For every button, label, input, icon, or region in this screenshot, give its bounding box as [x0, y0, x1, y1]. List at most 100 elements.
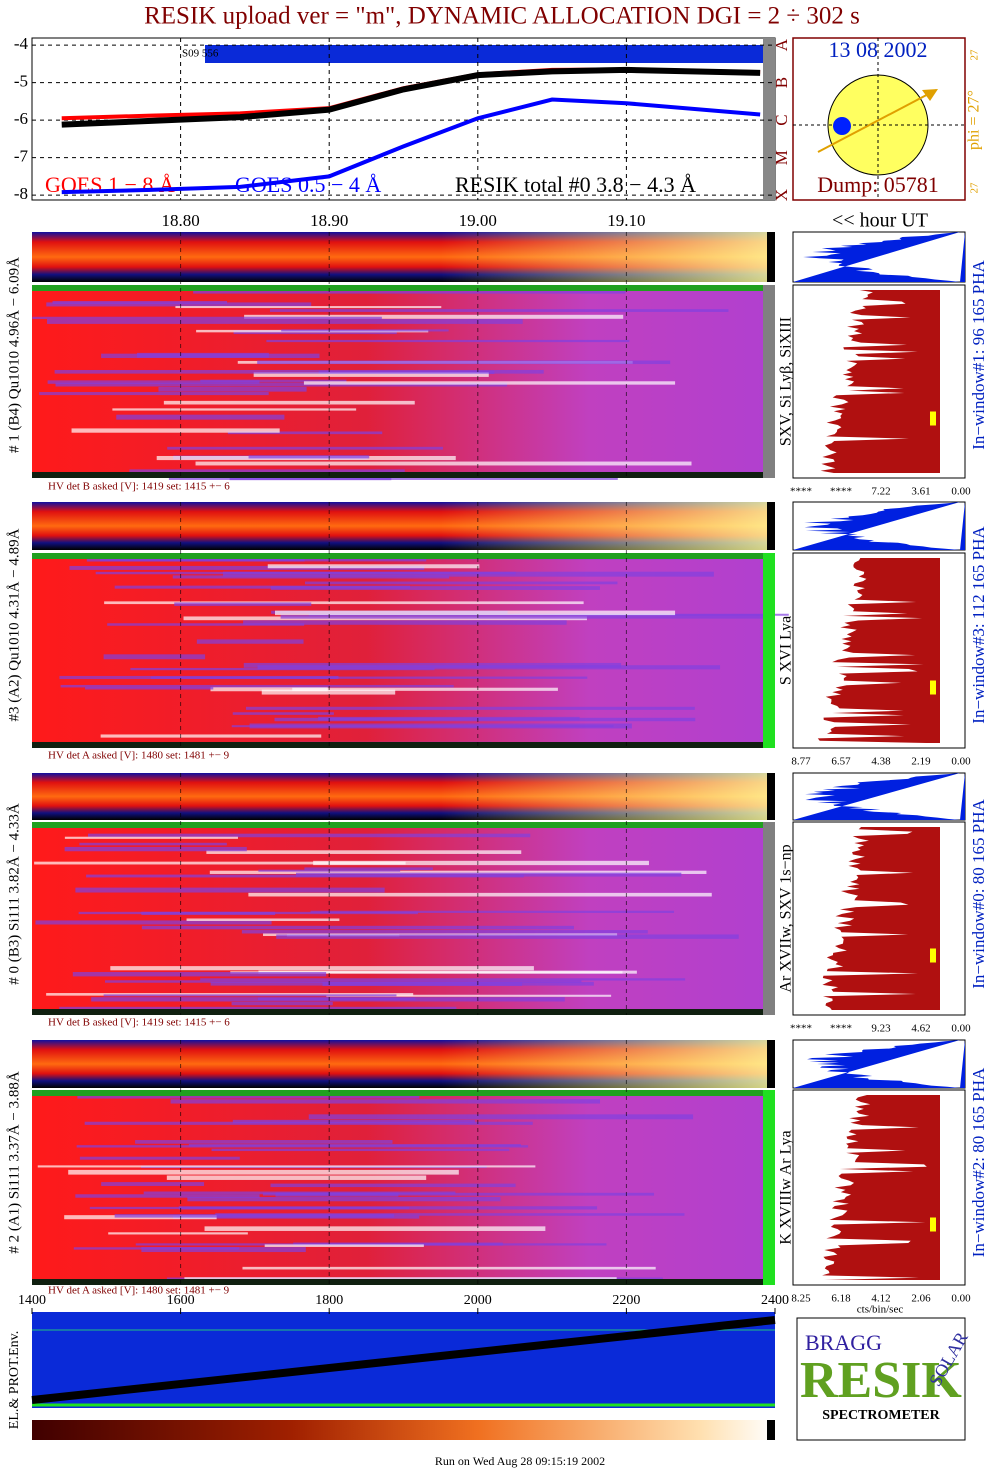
colorbar-end — [767, 1420, 775, 1440]
spectrogram-row — [308, 1114, 694, 1120]
spectrogram-row — [261, 689, 396, 695]
sun-panel: 13 08 2002 Dump: 05781 phi = 27° 27 27 — [792, 37, 983, 201]
logo-name: SPECTROMETER — [822, 1408, 940, 1423]
spectrogram-row — [310, 910, 675, 913]
spectrogram-edge — [32, 822, 775, 828]
spectrogram-row — [274, 717, 696, 722]
spectrogram-row — [167, 446, 443, 450]
lines-label: Ar XVIIw, SXV 1s−np — [778, 844, 795, 992]
spectrogram-row — [47, 319, 523, 324]
spectrogram-row — [166, 1175, 427, 1180]
spectrogram-row — [105, 980, 582, 983]
spectrogram-edge — [32, 553, 775, 559]
pha-marker — [930, 680, 936, 695]
spectrogram-edge — [32, 1009, 775, 1015]
spectrogram-row — [104, 601, 584, 605]
spectrogram-row — [71, 428, 280, 433]
light-strip-glow — [32, 232, 775, 282]
spectrogram-row — [77, 1094, 420, 1099]
spectrogram-row — [103, 654, 206, 660]
hv-label: HV det B asked [V]: 1419 set: 1415 +− 6 — [48, 1017, 230, 1029]
spectrogram-row — [232, 712, 334, 715]
strip-end — [767, 1040, 775, 1088]
spectrogram-row — [209, 870, 707, 874]
spectrogram-row — [100, 557, 427, 562]
window-label: In−window#0: 80 165 PHA — [969, 799, 988, 989]
spectrogram-row — [141, 925, 574, 930]
pointing-dot — [833, 117, 851, 135]
spectrogram-row — [274, 610, 676, 616]
legend-label: RESIK total #0 3.8 − 4.3 Å — [455, 172, 696, 197]
spectrogram-row — [178, 1206, 598, 1210]
spectrogram-row — [200, 978, 686, 981]
strip-end — [767, 773, 775, 820]
light-strip-glow — [32, 502, 775, 550]
spectrogram-row — [244, 314, 624, 319]
spectrogram-row — [135, 1140, 393, 1144]
spectrogram-row — [242, 1266, 656, 1270]
lines-label: K XVIIIw Ar Lya — [778, 1130, 795, 1244]
spectrogram-row — [64, 836, 238, 839]
y-tick-label: -5 — [14, 72, 28, 91]
spectrogram-row — [55, 382, 508, 387]
pha-small — [793, 1040, 965, 1088]
spectrogram-row — [75, 887, 385, 893]
spectrogram-row — [158, 386, 307, 392]
spectrogram-row — [230, 971, 623, 974]
pha-tick-label: 2.19 — [911, 756, 931, 768]
y-tick-label: -6 — [14, 109, 28, 128]
spectrogram-edge — [32, 1279, 775, 1285]
spectrogram-row — [326, 994, 612, 997]
spectrogram-row — [54, 369, 544, 374]
spectrogram-row — [280, 614, 775, 619]
spectrogram-edge — [32, 472, 775, 478]
pha-tick-label: 9.23 — [871, 1023, 891, 1035]
colorbar — [32, 1420, 775, 1440]
spectrogram-row — [107, 623, 305, 626]
spectrogram-row — [34, 861, 406, 865]
spectrogram-row — [245, 706, 695, 710]
bottom-tick-label: 1600 — [167, 1293, 195, 1308]
spectrogram-row — [204, 1226, 546, 1231]
spectrogram-row — [196, 639, 304, 644]
light-strip-glow — [32, 773, 775, 820]
spectrogram-row — [108, 1232, 248, 1235]
spectrogram-row — [262, 1192, 655, 1196]
spectrogram-row — [313, 860, 649, 866]
bar-label: S09 556 — [182, 48, 219, 60]
x-tick-label: 18.90 — [310, 211, 348, 230]
spectrogram-row — [267, 564, 480, 569]
pha-tick-label: 0.00 — [951, 486, 971, 498]
x-tick-label: 19.00 — [459, 211, 497, 230]
bottom-tick-label: 2200 — [612, 1293, 640, 1308]
strip-end — [767, 502, 775, 550]
spectrogram-row — [76, 1145, 529, 1148]
pha-unit: cts/bin/sec — [857, 1304, 904, 1316]
spectrogram-row — [312, 1283, 618, 1288]
pha-tick-label: 4.12 — [871, 1293, 890, 1305]
spectrogram-row — [248, 455, 370, 459]
class-strip — [763, 38, 775, 200]
y-tick-label: -8 — [14, 184, 28, 203]
spectrogram-row — [135, 1243, 607, 1246]
spectrogram-row — [64, 846, 247, 852]
spectrogram-row — [269, 309, 729, 312]
phi: phi = 27° — [966, 90, 983, 150]
chart-title: RESIK upload ver = "m", DYNAMIC ALLOCATI… — [144, 3, 860, 30]
spectrogram-row — [211, 1148, 510, 1152]
pha-marker — [930, 1217, 936, 1232]
pha-tick-label: 0.00 — [951, 756, 971, 768]
spectrogram-row — [101, 353, 320, 359]
spectrogram-row — [231, 1001, 333, 1006]
spectrogram-row — [60, 684, 454, 688]
spectrogram-row — [75, 1194, 260, 1198]
spectrogram-row — [110, 966, 534, 971]
x-tick-label: 18.80 — [161, 211, 199, 230]
logo-bragg: BRAGG — [805, 1330, 882, 1355]
pha-marker — [930, 948, 936, 963]
pha-tick-label: 0.00 — [951, 1023, 971, 1035]
pha-tick-label: **** — [790, 486, 812, 498]
phi-note: 27 — [969, 182, 981, 194]
arrow-head — [922, 89, 938, 101]
